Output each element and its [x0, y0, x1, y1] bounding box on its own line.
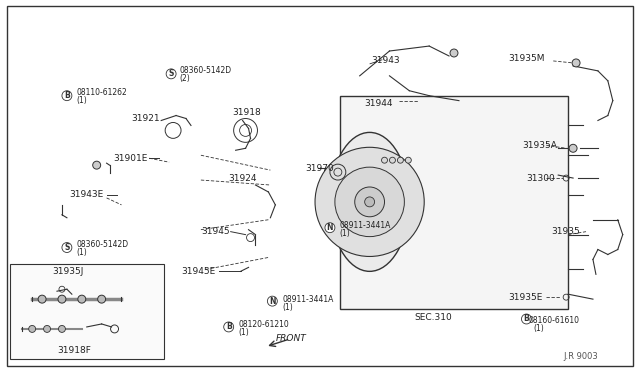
- Circle shape: [522, 314, 531, 324]
- Text: 08110-61262: 08110-61262: [77, 88, 127, 97]
- Text: 31935: 31935: [551, 227, 580, 236]
- Text: 31945E: 31945E: [181, 267, 215, 276]
- Text: N: N: [269, 296, 276, 306]
- Text: 31935A: 31935A: [522, 141, 557, 150]
- Text: (1): (1): [340, 229, 351, 238]
- Text: (1): (1): [77, 248, 88, 257]
- Bar: [10, 264, 164, 359]
- Text: 31918F: 31918F: [57, 346, 91, 355]
- Circle shape: [58, 295, 66, 303]
- Text: 08120-61210: 08120-61210: [239, 320, 289, 330]
- Bar: [340, 96, 568, 309]
- Circle shape: [62, 243, 72, 253]
- Circle shape: [405, 157, 412, 163]
- Circle shape: [381, 157, 387, 163]
- Circle shape: [315, 147, 424, 256]
- Text: B: B: [64, 91, 70, 100]
- Text: 08360-5142D: 08360-5142D: [179, 66, 231, 76]
- Text: FRONT: FRONT: [275, 334, 306, 343]
- Text: 31943E: 31943E: [69, 190, 103, 199]
- Circle shape: [335, 167, 404, 237]
- Text: SEC.310: SEC.310: [414, 312, 452, 321]
- Circle shape: [268, 296, 277, 306]
- Text: S: S: [168, 69, 174, 78]
- Text: 31901E: 31901E: [113, 154, 148, 163]
- Text: 31945: 31945: [201, 227, 230, 236]
- Text: 31935E: 31935E: [509, 293, 543, 302]
- Circle shape: [355, 187, 385, 217]
- Ellipse shape: [330, 132, 410, 271]
- Circle shape: [365, 197, 374, 207]
- Text: S: S: [64, 243, 70, 252]
- Text: 08160-61610: 08160-61610: [529, 317, 579, 326]
- Text: 31970: 31970: [305, 164, 334, 173]
- Text: (1): (1): [239, 328, 250, 337]
- Circle shape: [325, 223, 335, 232]
- Circle shape: [569, 144, 577, 152]
- Text: (2): (2): [179, 74, 190, 83]
- Circle shape: [78, 295, 86, 303]
- Text: (1): (1): [533, 324, 544, 333]
- Circle shape: [98, 295, 106, 303]
- Text: 31924: 31924: [228, 174, 257, 183]
- Text: B: B: [524, 314, 529, 324]
- Circle shape: [44, 326, 51, 333]
- Text: 08360-5142D: 08360-5142D: [77, 240, 129, 249]
- Text: 31944: 31944: [365, 99, 393, 108]
- Circle shape: [224, 322, 234, 332]
- Circle shape: [58, 326, 65, 333]
- Text: J.R 9003: J.R 9003: [563, 352, 598, 361]
- Circle shape: [38, 295, 46, 303]
- Text: 31935J: 31935J: [52, 267, 83, 276]
- Circle shape: [572, 59, 580, 67]
- Text: 08911-3441A: 08911-3441A: [282, 295, 333, 304]
- Circle shape: [29, 326, 36, 333]
- Text: 31943: 31943: [372, 57, 400, 65]
- Circle shape: [450, 49, 458, 57]
- Circle shape: [390, 157, 396, 163]
- Text: 08911-3441A: 08911-3441A: [340, 221, 391, 230]
- Circle shape: [166, 69, 176, 79]
- Text: 31921: 31921: [131, 114, 160, 123]
- Circle shape: [397, 157, 403, 163]
- Text: (1): (1): [77, 96, 88, 105]
- Text: 31918: 31918: [233, 108, 261, 117]
- Text: N: N: [326, 223, 333, 232]
- Circle shape: [93, 161, 100, 169]
- Circle shape: [62, 91, 72, 101]
- Text: (1): (1): [282, 302, 293, 312]
- Text: 31300: 31300: [527, 174, 555, 183]
- Text: B: B: [226, 323, 232, 331]
- Text: 31935M: 31935M: [509, 54, 545, 64]
